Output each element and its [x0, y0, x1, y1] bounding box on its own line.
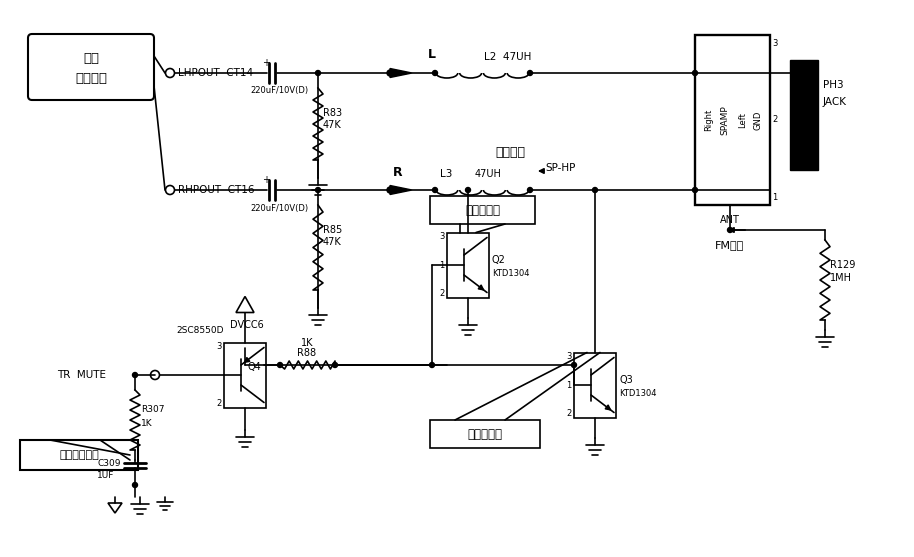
- Text: KTD1304: KTD1304: [492, 268, 529, 277]
- Text: JACK: JACK: [823, 97, 847, 107]
- Circle shape: [693, 71, 697, 76]
- Circle shape: [592, 188, 598, 193]
- Text: 消音控制信号: 消音控制信号: [59, 450, 99, 460]
- Text: 1: 1: [772, 193, 777, 202]
- Bar: [20, 440, 138, 470]
- Circle shape: [432, 71, 438, 76]
- Text: 47K: 47K: [323, 120, 342, 130]
- Text: 2: 2: [216, 399, 221, 408]
- Text: 1K: 1K: [301, 338, 314, 348]
- Text: 模拟: 模拟: [83, 51, 99, 65]
- Text: 1MH: 1MH: [830, 273, 852, 283]
- Circle shape: [133, 373, 137, 378]
- Text: 消音晶体管: 消音晶体管: [465, 203, 500, 217]
- Text: DVCC6: DVCC6: [230, 320, 264, 330]
- Text: 1: 1: [566, 380, 571, 389]
- Text: SP-HP: SP-HP: [545, 163, 576, 173]
- Circle shape: [333, 363, 337, 368]
- Circle shape: [430, 363, 434, 368]
- Text: Q3: Q3: [619, 375, 632, 385]
- Text: L: L: [428, 48, 436, 61]
- Circle shape: [133, 482, 137, 487]
- Text: 3: 3: [439, 232, 444, 241]
- Bar: [574, 353, 616, 418]
- Bar: [790, 60, 818, 170]
- Circle shape: [527, 71, 533, 76]
- Text: 220uF/10V(D): 220uF/10V(D): [250, 203, 308, 213]
- Text: L3: L3: [440, 169, 452, 179]
- Text: R: R: [393, 165, 403, 178]
- Text: 2SC8550D: 2SC8550D: [176, 326, 224, 335]
- Text: Left: Left: [739, 112, 748, 128]
- Circle shape: [387, 187, 393, 193]
- Circle shape: [315, 71, 321, 76]
- Text: FM天线: FM天线: [715, 240, 744, 250]
- Bar: [430, 420, 540, 448]
- Text: ANT: ANT: [720, 215, 739, 225]
- Text: R307: R307: [141, 405, 165, 414]
- Text: 47K: 47K: [323, 237, 342, 247]
- Text: 1: 1: [439, 261, 444, 270]
- Circle shape: [527, 188, 533, 193]
- Circle shape: [388, 188, 392, 193]
- Text: 1K: 1K: [141, 418, 153, 428]
- Text: LHPOUT  CT14: LHPOUT CT14: [178, 68, 253, 78]
- Text: 2: 2: [566, 409, 571, 418]
- Circle shape: [278, 363, 282, 368]
- Text: RHPOUT  CT16: RHPOUT CT16: [178, 185, 254, 195]
- Text: 3: 3: [566, 352, 571, 361]
- Text: 3: 3: [216, 342, 221, 351]
- Text: 220uF/10V(D): 220uF/10V(D): [250, 86, 308, 95]
- Text: R83: R83: [323, 108, 342, 118]
- Text: 音频信号: 音频信号: [75, 71, 107, 85]
- Circle shape: [387, 70, 393, 76]
- Circle shape: [571, 363, 577, 368]
- Text: Right: Right: [705, 109, 714, 131]
- Text: TR  MUTE: TR MUTE: [57, 370, 106, 380]
- Circle shape: [728, 227, 732, 232]
- Text: KTD1304: KTD1304: [619, 388, 656, 398]
- Polygon shape: [390, 185, 412, 194]
- Text: L2  47UH: L2 47UH: [484, 52, 531, 62]
- Circle shape: [465, 188, 471, 193]
- Text: SPAMP: SPAMP: [720, 105, 729, 135]
- Circle shape: [432, 188, 438, 193]
- Text: 2: 2: [439, 289, 444, 298]
- Text: +: +: [262, 175, 270, 185]
- Circle shape: [693, 188, 697, 193]
- Bar: [430, 196, 535, 224]
- Bar: [447, 232, 489, 297]
- Text: 2: 2: [772, 115, 777, 125]
- Circle shape: [315, 188, 321, 193]
- Text: Q2: Q2: [492, 255, 505, 265]
- Text: 47UH: 47UH: [475, 169, 502, 179]
- Text: 1UF: 1UF: [97, 471, 114, 481]
- Text: +: +: [262, 58, 270, 68]
- Bar: [695, 35, 770, 205]
- Text: R85: R85: [323, 225, 342, 235]
- Text: 去扬声器: 去扬声器: [495, 145, 525, 159]
- Text: C309: C309: [97, 458, 121, 467]
- Text: 3: 3: [772, 38, 778, 47]
- Text: PH3: PH3: [823, 80, 844, 90]
- Polygon shape: [390, 69, 412, 77]
- Text: R129: R129: [830, 260, 856, 270]
- Text: GND: GND: [753, 110, 762, 130]
- Text: 消音晶体管: 消音晶体管: [467, 428, 503, 441]
- Text: Q4: Q4: [248, 362, 261, 372]
- Bar: [224, 343, 266, 408]
- Text: R88: R88: [297, 348, 316, 358]
